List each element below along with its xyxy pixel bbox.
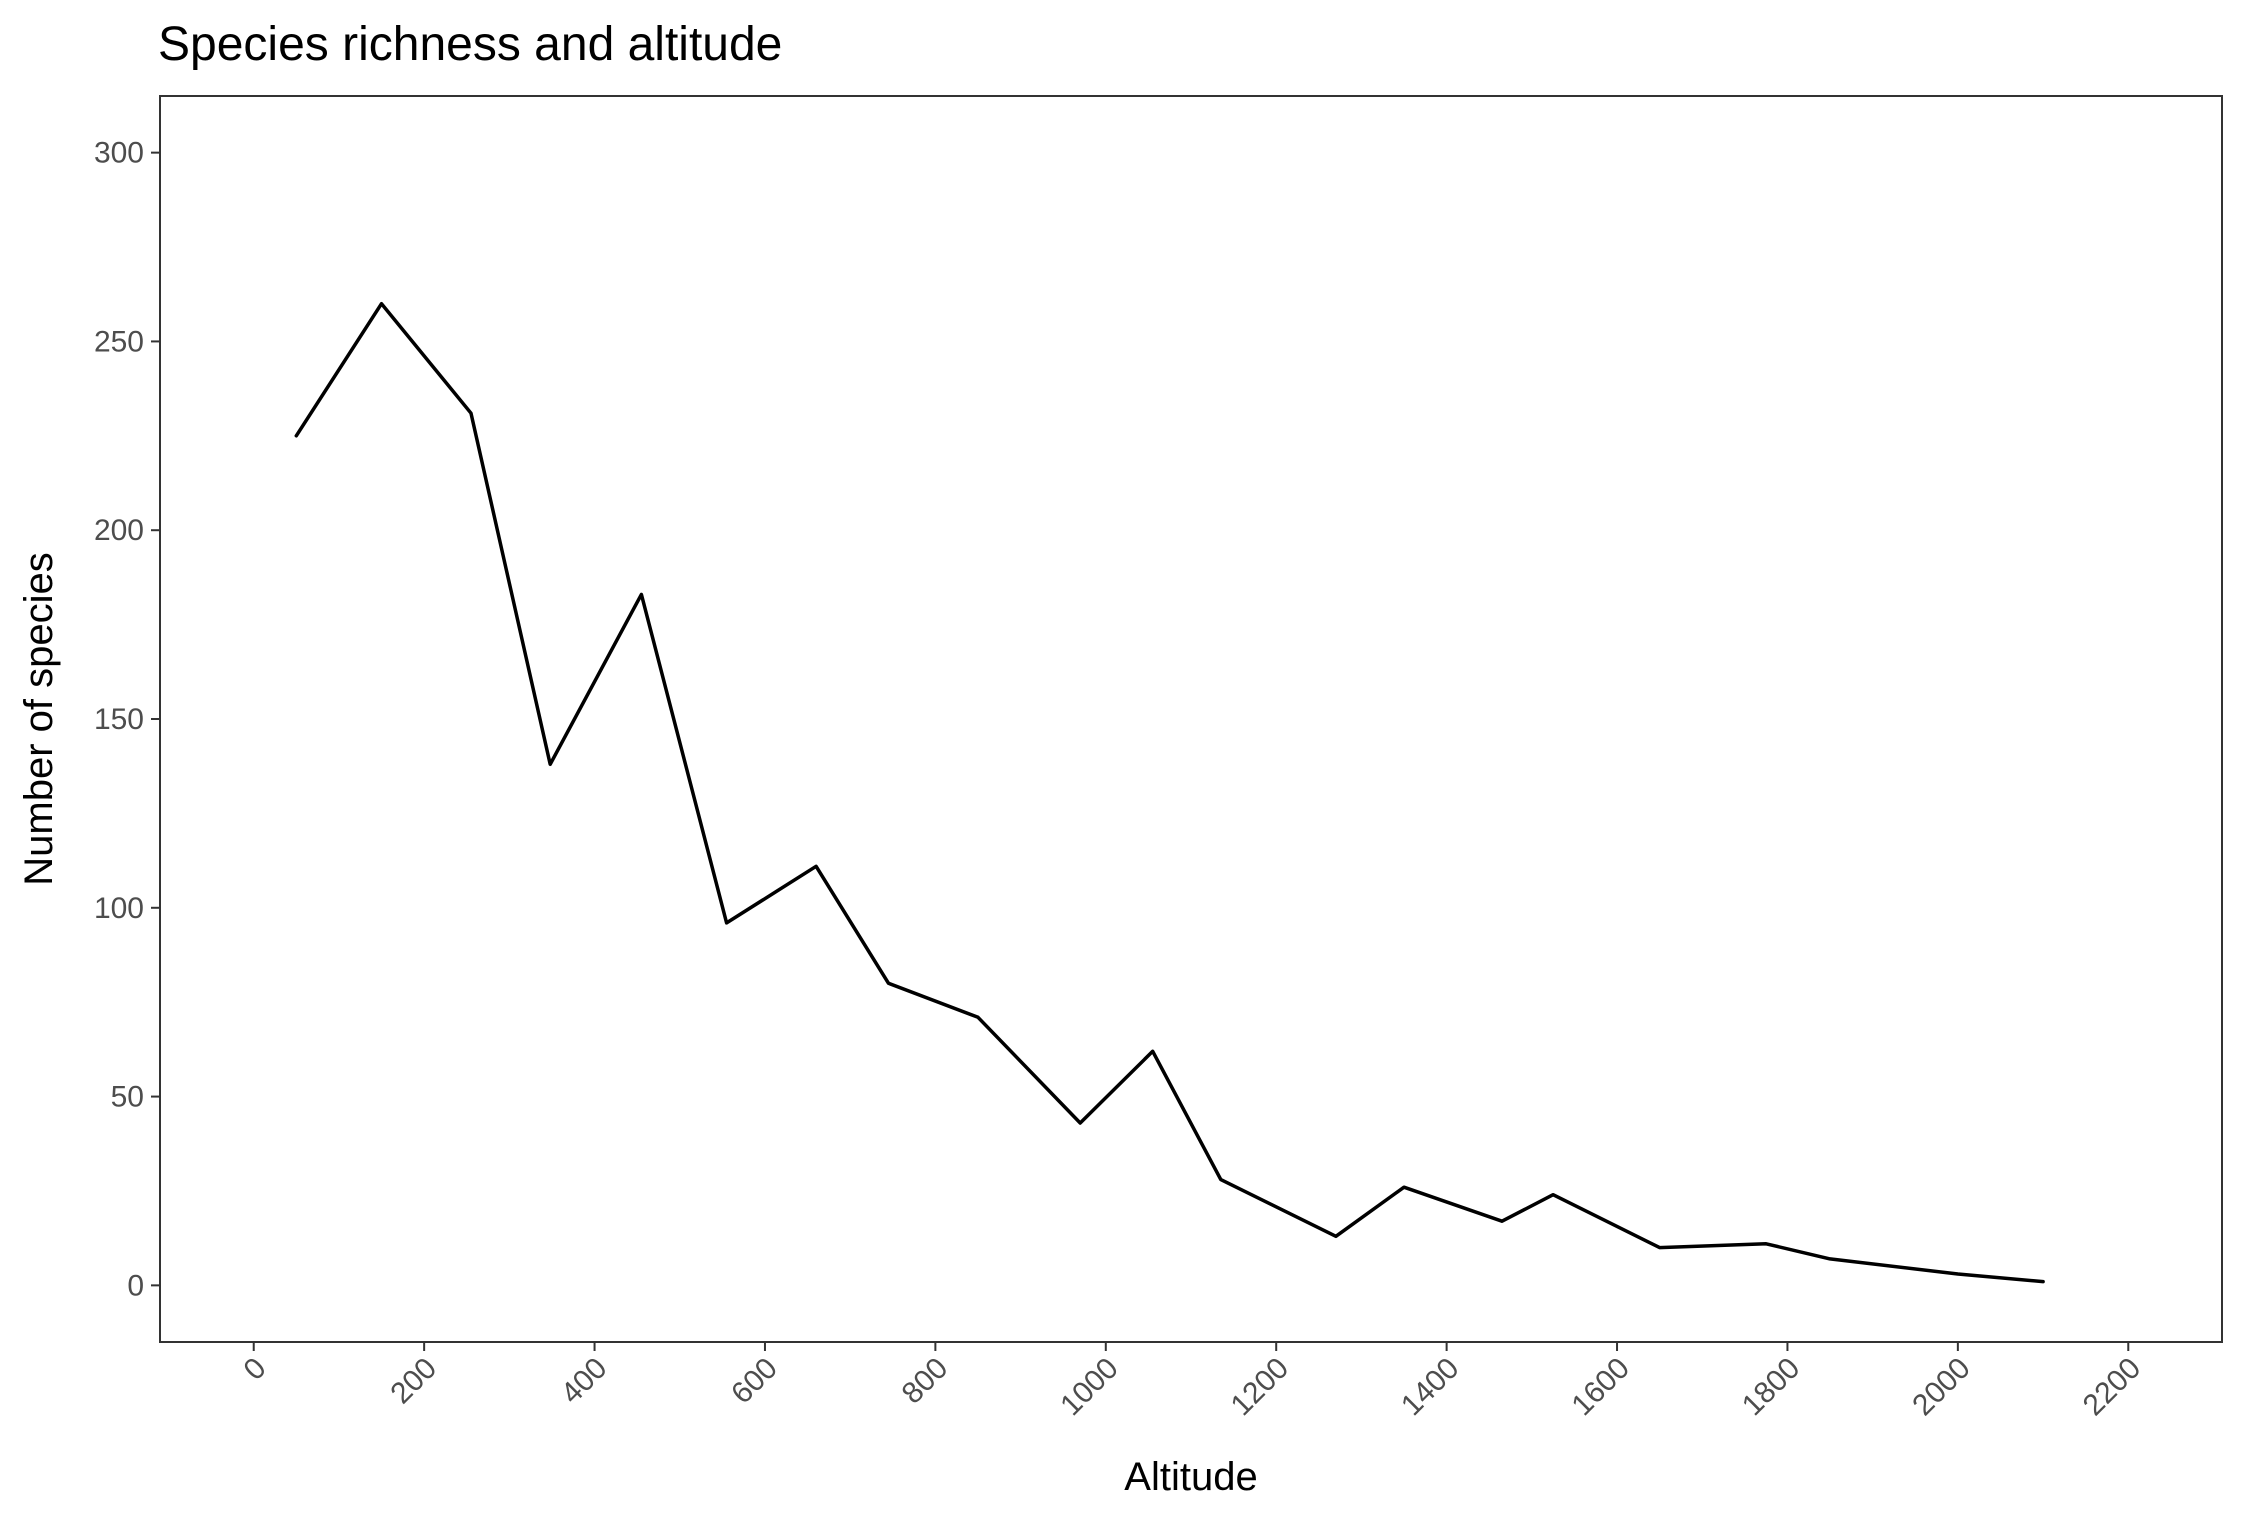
x-tick-label: 1800 [1736, 1352, 1807, 1423]
y-axis-title: Number of species [17, 552, 61, 885]
x-tick-label: 1200 [1225, 1352, 1296, 1423]
y-tick-label: 200 [94, 514, 144, 547]
x-tick-label: 600 [725, 1352, 784, 1411]
x-tick-label: 800 [896, 1352, 955, 1411]
y-tick-label: 50 [111, 1081, 144, 1114]
x-tick-label: 1400 [1395, 1352, 1466, 1423]
plot-panel [159, 95, 2223, 1343]
y-tick-label: 250 [94, 325, 144, 358]
y-tick-label: 300 [94, 137, 144, 170]
y-axis: 0 50 100 150 200 250 300 [94, 137, 160, 1302]
x-tick-label: 2200 [2077, 1352, 2148, 1423]
x-tick-label: 0 [238, 1352, 273, 1387]
x-tick-label: 2000 [1906, 1352, 1977, 1423]
x-tick-label: 1000 [1054, 1352, 1125, 1423]
x-tick-label: 400 [555, 1352, 614, 1411]
x-axis: 0 200 400 600 800 1000 1200 1400 1600 1800 2000 220… [238, 1342, 2148, 1423]
x-tick-label: 200 [384, 1352, 443, 1411]
x-axis-title: Altitude [1124, 1455, 1257, 1499]
x-tick-label: 1600 [1565, 1352, 1636, 1423]
y-tick-label: 150 [94, 703, 144, 736]
series-line [294, 301, 2045, 1284]
y-tick-label: 0 [127, 1269, 144, 1302]
y-tick-label: 100 [94, 892, 144, 925]
chart-title: Species richness and altitude [158, 18, 782, 71]
